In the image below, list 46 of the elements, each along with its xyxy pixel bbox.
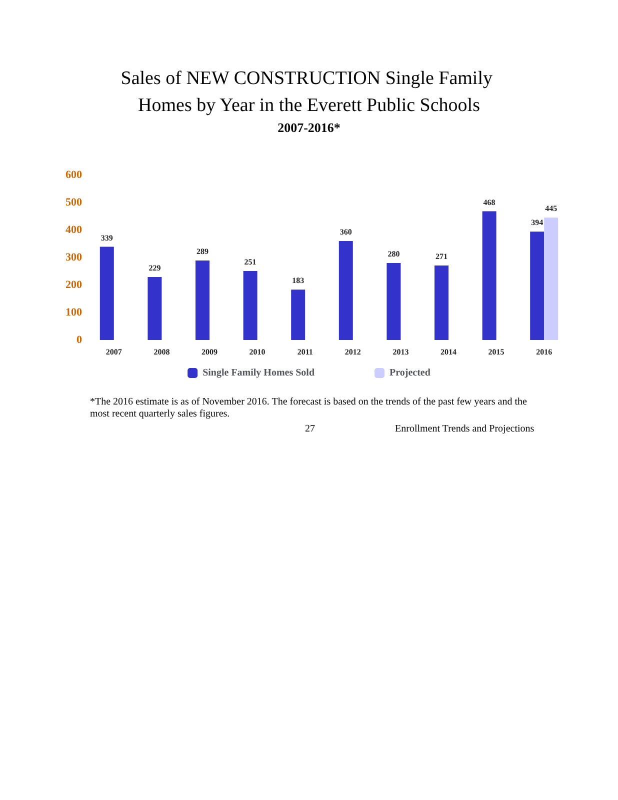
y-tick-label: 500 [66, 196, 82, 208]
y-tick-label: 200 [66, 279, 82, 291]
bar [434, 265, 448, 340]
data-label: 271 [436, 252, 448, 261]
legend-label: Single Family Homes Sold [202, 368, 315, 378]
bar [100, 246, 114, 340]
x-tick-label: 2015 [488, 348, 504, 356]
x-tick-label: 2014 [440, 348, 456, 356]
data-label: 289 [196, 247, 208, 256]
x-tick-label: 2007 [106, 348, 122, 356]
x-tick-label: 2016 [536, 348, 552, 356]
x-tick-label: 2012 [344, 348, 361, 356]
bar [338, 241, 353, 340]
data-label: 360 [340, 228, 352, 236]
y-tick-label: 100 [66, 306, 82, 318]
text: *The 2016 estimate is as of November 2016. The forecast is based on the trends of the past few years and the most recent quarterly sales figures. [90, 396, 530, 420]
x-tick-label: 2011 [297, 348, 313, 356]
bar [196, 260, 210, 340]
data-label: 229 [148, 264, 161, 273]
data-label: 339 [100, 233, 113, 242]
legend-label: Projected [390, 368, 431, 378]
data-label: 183 [292, 276, 304, 286]
y-tick-label: 600 [66, 169, 82, 181]
data-label: 251 [244, 257, 256, 266]
data-label: 468 [483, 198, 496, 207]
y-tick-label: 0 [76, 334, 82, 346]
bar [243, 270, 258, 340]
bar [148, 277, 162, 340]
bar [291, 290, 306, 340]
y-tick-label: 300 [66, 252, 82, 264]
bar [530, 232, 544, 340]
x-tick-label: 2013 [392, 348, 409, 356]
data-label: 445 [545, 204, 558, 214]
data-label: 280 [388, 250, 400, 258]
x-tick-label: 2008 [154, 348, 170, 356]
x-tick-label: 2010 [249, 348, 266, 356]
chart-title: Sales of NEW CONSTRUCTION Single Family Homes by Year in the Everett Public Schools [120, 68, 498, 116]
data-label: 394 [531, 218, 544, 228]
chart-subtitle: 2007-2016* [278, 120, 340, 135]
bar [386, 263, 401, 340]
bar [482, 211, 496, 340]
text: Enrollment Trends and Projections [395, 424, 534, 434]
y-tick-label: 400 [66, 224, 82, 236]
text: 27 [305, 424, 315, 434]
bar [544, 218, 558, 340]
x-tick-label: 2009 [202, 348, 218, 356]
